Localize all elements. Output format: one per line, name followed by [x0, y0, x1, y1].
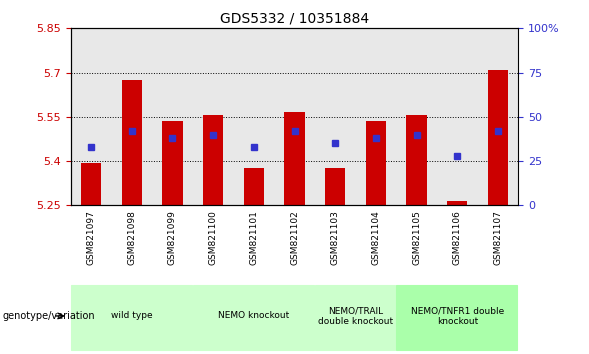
Text: wild type: wild type: [111, 312, 153, 320]
Bar: [406, 115, 427, 205]
Bar: [284, 113, 305, 205]
Bar: [356, 28, 396, 205]
Bar: [437, 28, 478, 205]
Bar: [203, 115, 223, 205]
Bar: [325, 169, 345, 205]
Bar: [111, 28, 152, 205]
Bar: [274, 28, 315, 205]
Bar: [193, 28, 233, 205]
Text: genotype/variation: genotype/variation: [3, 311, 95, 321]
Text: NEMO knockout: NEMO knockout: [218, 312, 289, 320]
Bar: [244, 169, 264, 205]
Bar: [315, 28, 356, 205]
Text: NEMO/TRAIL
double knockout: NEMO/TRAIL double knockout: [318, 306, 393, 326]
Bar: [447, 201, 468, 205]
Text: NEMO/TNFR1 double
knockout: NEMO/TNFR1 double knockout: [411, 306, 504, 326]
Bar: [71, 28, 111, 205]
Bar: [121, 80, 142, 205]
Bar: [366, 121, 386, 205]
Title: GDS5332 / 10351884: GDS5332 / 10351884: [220, 12, 369, 26]
Bar: [162, 121, 183, 205]
Bar: [152, 28, 193, 205]
Bar: [233, 28, 274, 205]
Bar: [396, 28, 437, 205]
Bar: [478, 28, 518, 205]
Bar: [488, 70, 508, 205]
Bar: [81, 162, 101, 205]
